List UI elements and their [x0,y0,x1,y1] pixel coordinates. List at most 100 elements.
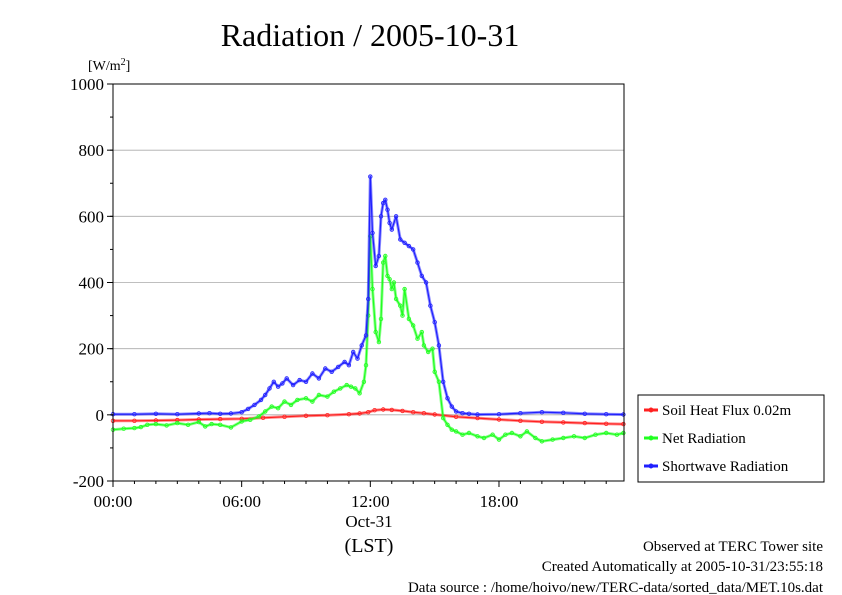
data-point [490,432,495,437]
legend-label: Shortwave Radiation [662,459,789,475]
data-point [389,227,394,232]
data-point [353,386,358,391]
data-point [561,435,566,441]
data-point [539,410,545,415]
data-point [209,421,214,427]
data-point [391,280,397,285]
data-point [400,408,405,414]
data-point [310,371,315,376]
data-point [550,437,555,442]
data-point [604,421,609,426]
data-point [426,349,431,355]
data-point [342,359,347,365]
data-point [604,412,609,417]
y-tick-label: 800 [79,141,105,160]
data-point [496,437,502,442]
data-point [406,316,412,322]
data-point [539,419,545,424]
data-point [121,426,126,431]
y-tick-label: 600 [79,207,105,226]
data-point [267,386,272,391]
data-point [428,303,433,308]
data-point [582,435,587,441]
data-point [378,214,384,219]
data-point [275,406,281,411]
data-point [175,412,180,417]
data-point [398,303,403,308]
data-point [263,392,268,398]
data-point [263,409,268,414]
data-point [282,399,287,404]
data-point [258,397,264,403]
data-point [432,320,437,325]
data-point [436,343,442,348]
legend-label: Soil Heat Flux 0.02m [662,403,792,419]
data-point [503,432,508,437]
data-point [202,424,208,429]
data-point [290,382,296,388]
data-point [381,407,386,412]
data-point [460,432,465,437]
x-axis-timezone-label: (LST) [345,535,394,557]
data-point [303,413,309,418]
x-tick-label: 18:00 [480,492,519,511]
x-tick-label: 00:00 [94,492,133,511]
data-point [436,379,442,384]
data-point [475,412,480,417]
data-point [376,339,382,345]
data-point [355,356,360,361]
data-point [344,382,349,388]
data-point [445,422,450,427]
data-point [445,396,450,401]
data-point [370,230,375,236]
data-point [373,263,378,269]
data-point [460,411,465,416]
data-point [419,329,424,335]
data-point [338,386,343,391]
data-point [323,366,328,371]
data-point [621,430,626,436]
data-point [275,384,281,389]
data-point [228,411,234,416]
data-point [207,411,212,416]
data-point [303,396,309,401]
data-point [385,207,390,212]
data-point [430,346,435,351]
data-point [393,214,399,219]
y-tick-label: 200 [79,340,105,359]
legend-box [637,394,825,483]
footer-created: Created Automatically at 2005-10-31/23:5… [542,559,823,575]
data-point [518,411,523,416]
data-point [604,430,609,436]
chart-title: Radiation / 2005-10-31 [221,17,520,53]
footer-observed: Observed at TERC Tower site [643,539,823,555]
data-point [621,412,626,417]
series-2 [110,174,626,417]
data-point [453,414,459,419]
data-point [389,407,394,413]
data-point [138,424,144,430]
data-point [614,432,620,437]
data-point [387,277,392,282]
data-point [271,379,276,384]
data-point [217,416,223,422]
footer-source: Data source : /home/hoivo/new/TERC-data/… [408,580,824,595]
data-point [145,422,150,427]
data-point [325,413,330,418]
x-tick-label: 12:00 [351,492,390,511]
data-point [252,402,257,408]
data-point [132,412,137,417]
data-point [217,422,223,427]
data-point [363,363,369,368]
data-point [496,412,502,417]
data-point [466,430,472,436]
data-point [357,391,362,396]
legend-label: Net Radiation [662,431,746,447]
data-point [132,418,137,423]
data-point [196,411,201,416]
data-point [260,415,266,420]
data-point [357,411,362,416]
data-point [411,410,416,415]
legend: Soil Heat Flux 0.02m Net Radiation Shortwa… [637,394,825,483]
